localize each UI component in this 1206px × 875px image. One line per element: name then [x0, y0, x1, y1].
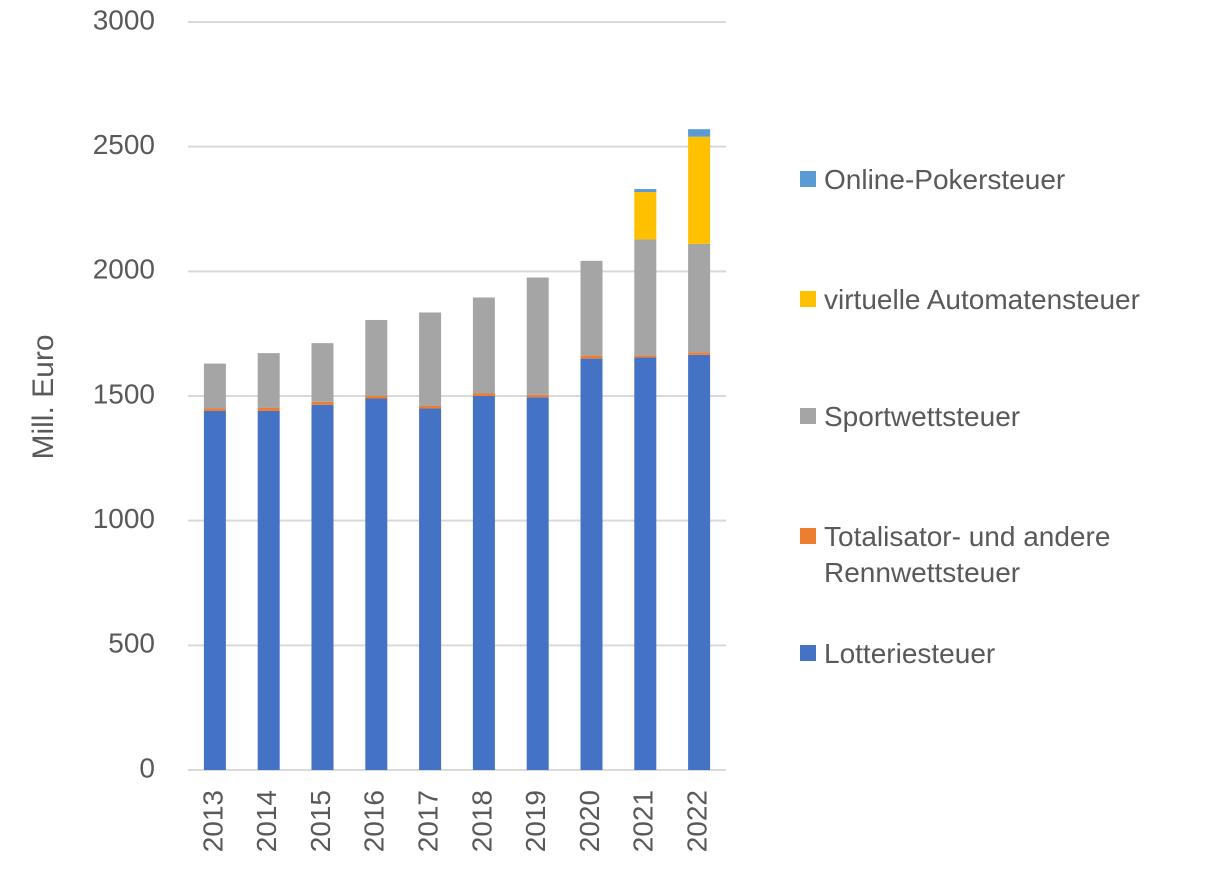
- bar-segment: [365, 398, 388, 770]
- bar-segment: [526, 397, 549, 770]
- bar-segment: [257, 353, 280, 408]
- x-tick-label: 2013: [197, 790, 228, 852]
- y-tick-label: 1000: [93, 503, 155, 534]
- legend-swatch: [800, 291, 816, 307]
- bar-segment: [365, 396, 388, 399]
- bar-segment: [526, 394, 549, 398]
- legend-label: Totalisator- und andere Rennwettsteuer: [824, 521, 1111, 588]
- bar-segment: [688, 136, 711, 244]
- bar-segment: [203, 408, 226, 411]
- bar-segment: [311, 343, 334, 402]
- bar-segment: [419, 312, 442, 406]
- legend-item: Online-Pokersteuer: [800, 162, 1200, 198]
- bar-segment: [580, 358, 603, 770]
- bar-segment: [580, 260, 603, 356]
- legend-label: Lotteriesteuer: [824, 638, 996, 669]
- bar-segment: [688, 129, 711, 137]
- bar-segment: [203, 363, 226, 409]
- bar-segment: [634, 355, 657, 358]
- bar-segment: [419, 405, 442, 409]
- bar-segment: [257, 407, 280, 411]
- bar-segment: [203, 410, 226, 770]
- legend-item: virtuelle Automatensteuer: [800, 282, 1200, 318]
- y-tick-label: 2500: [93, 129, 155, 160]
- y-tick-label: 1500: [93, 378, 155, 409]
- legend-item: Lotteriesteuer: [800, 636, 1200, 672]
- legend-label: Sportwettsteuer: [824, 401, 1021, 432]
- legend-item: Sportwettsteuer: [800, 399, 1200, 435]
- bar-segment: [526, 277, 549, 395]
- x-tick-label: 2022: [681, 790, 712, 852]
- x-tick-label: 2021: [628, 790, 659, 852]
- legend-swatch: [800, 408, 816, 424]
- x-tick-label: 2017: [412, 790, 443, 852]
- bar-segment: [472, 297, 495, 394]
- bar-segment: [580, 355, 603, 359]
- legend-swatch: [800, 528, 816, 544]
- y-axis-label: Mill. Euro: [27, 334, 60, 459]
- x-tick-label: 2014: [251, 790, 282, 852]
- bar-segment: [311, 401, 334, 405]
- bar-segment: [634, 189, 657, 193]
- legend-item: Totalisator- und andere Rennwettsteuer: [800, 519, 1200, 591]
- y-tick-label: 0: [139, 752, 155, 783]
- x-tick-label: 2019: [520, 790, 551, 852]
- legend-swatch: [800, 171, 816, 187]
- bar-segment: [419, 408, 442, 770]
- bar-segment: [688, 243, 711, 353]
- bar-segment: [688, 354, 711, 770]
- bar-segment: [472, 396, 495, 770]
- bar-segment: [365, 319, 388, 396]
- y-tick-label: 500: [108, 628, 155, 659]
- bar-segment: [634, 239, 657, 356]
- bar-segment: [634, 357, 657, 770]
- y-tick-label: 2000: [93, 254, 155, 285]
- legend-swatch: [800, 645, 816, 661]
- bar-segment: [311, 404, 334, 770]
- legend-label: virtuelle Automatensteuer: [824, 284, 1140, 315]
- x-tick-label: 2018: [466, 790, 497, 852]
- legend-label: Online-Pokersteuer: [824, 164, 1066, 195]
- bar-segment: [634, 192, 657, 240]
- bar-segment: [472, 393, 495, 396]
- x-tick-label: 2016: [359, 790, 390, 852]
- bar-segment: [257, 410, 280, 770]
- bar-segment: [688, 352, 711, 355]
- y-tick-label: 3000: [93, 4, 155, 35]
- x-tick-label: 2020: [574, 790, 605, 852]
- x-tick-label: 2015: [305, 790, 336, 852]
